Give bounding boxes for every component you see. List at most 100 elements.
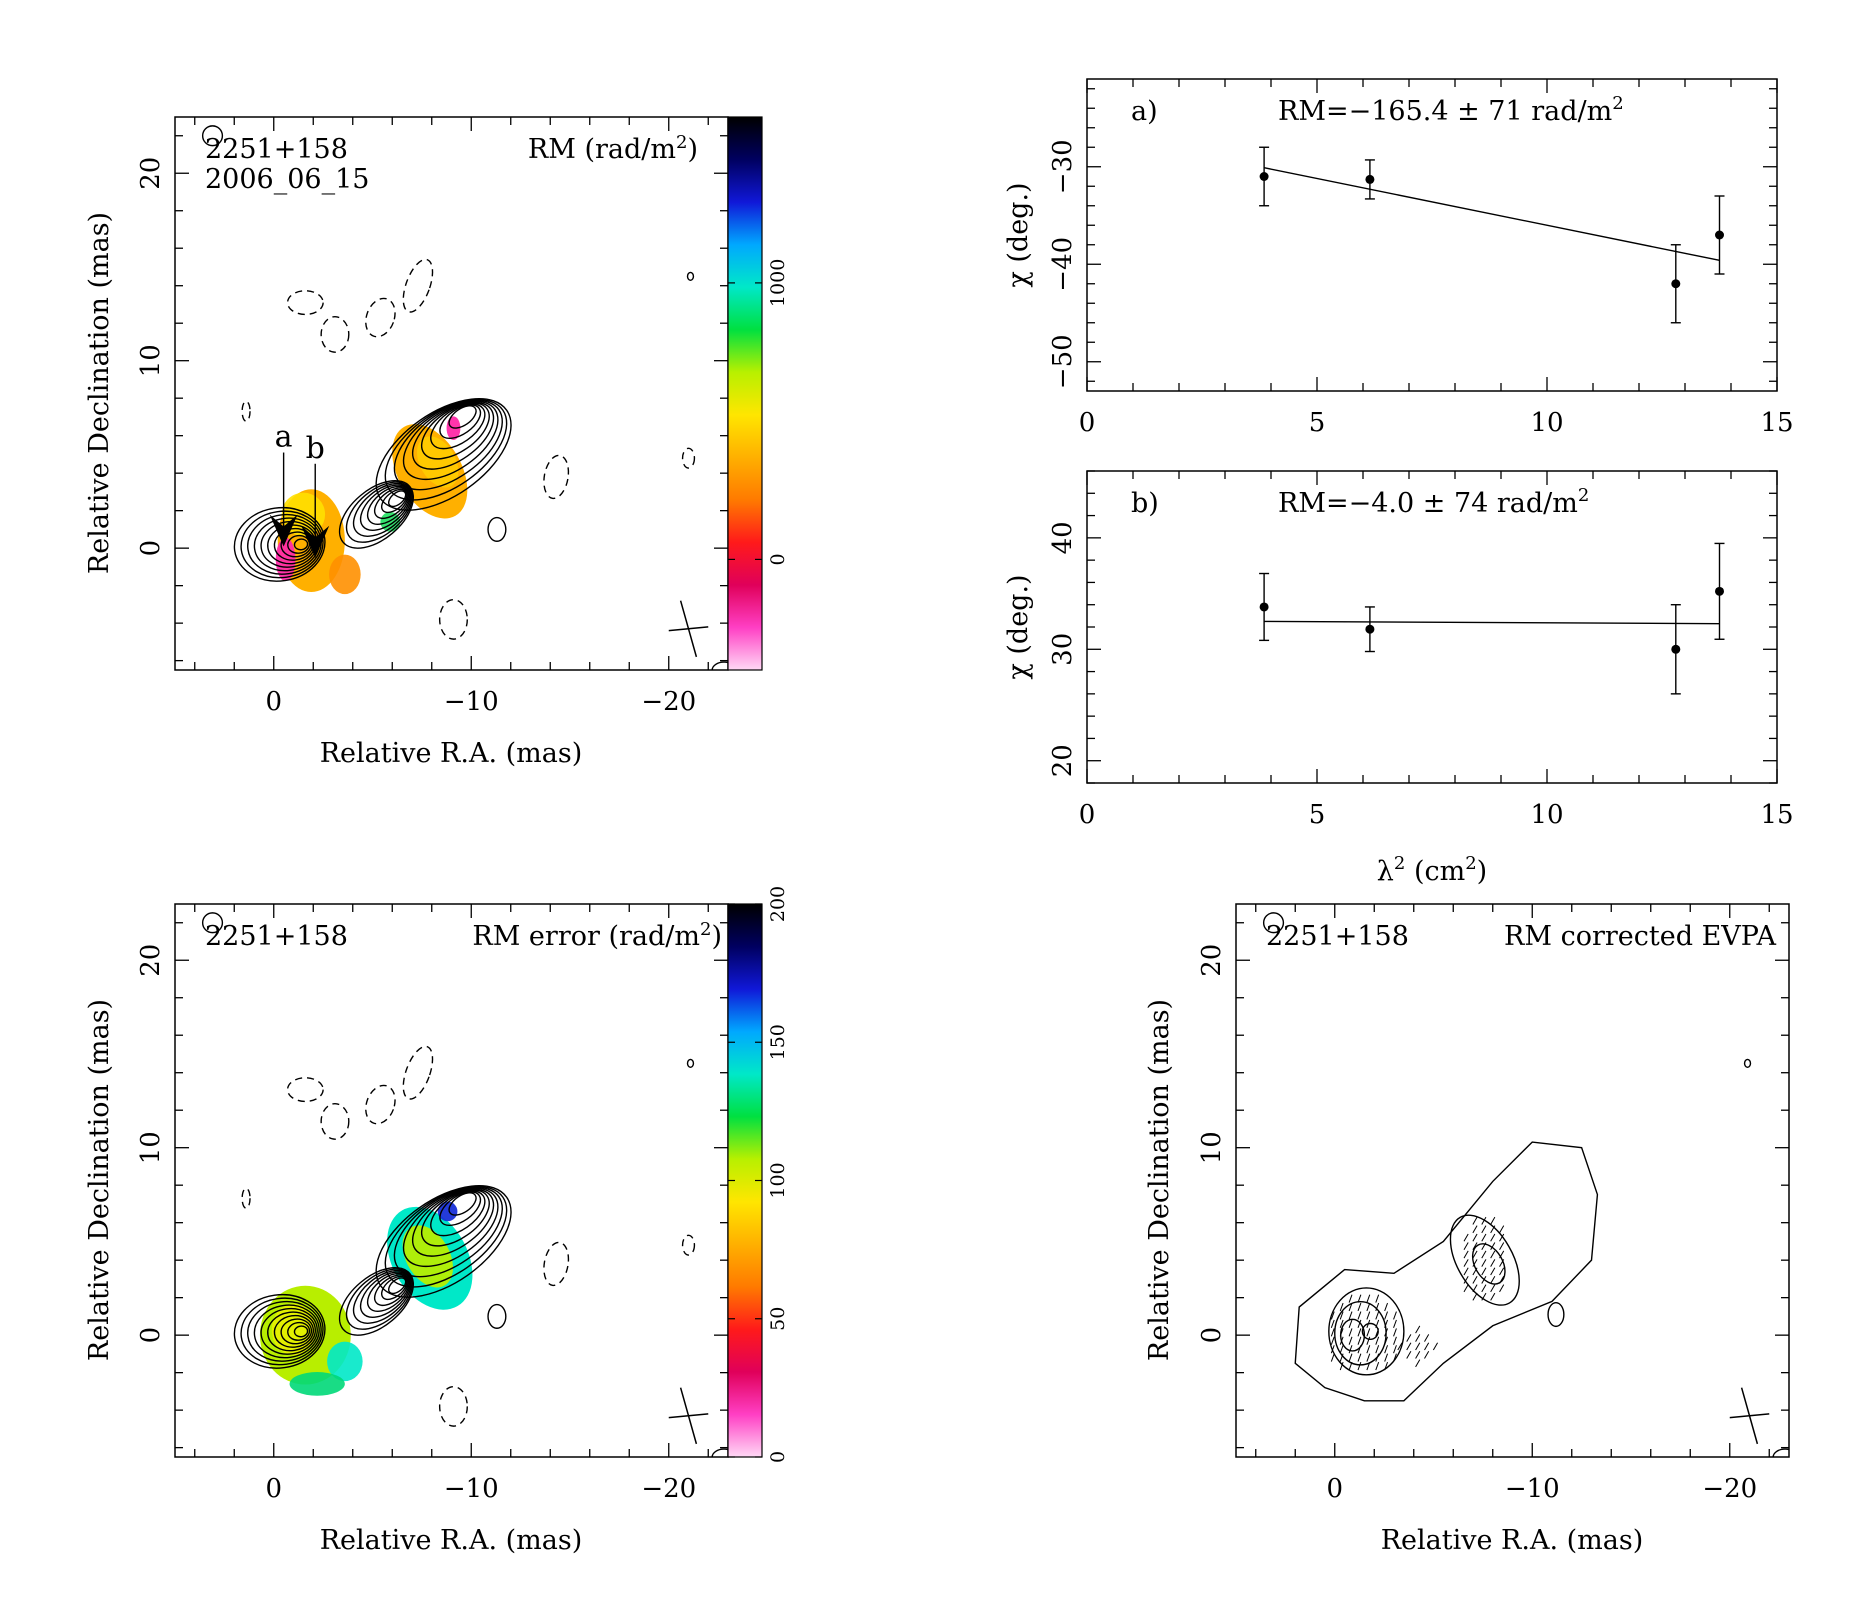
evpa-vector <box>1348 1302 1353 1312</box>
evpa-vector <box>1375 1311 1380 1320</box>
fit-line <box>1264 620 1720 625</box>
evpa-vector <box>1384 1345 1389 1354</box>
marker-arrow <box>301 525 330 558</box>
jet-contour <box>402 400 499 481</box>
evpa-vector <box>1366 1353 1371 1362</box>
evpa-vector <box>1384 1353 1389 1362</box>
evpa-vector <box>1357 1294 1362 1303</box>
evpa-vector <box>1375 1336 1380 1345</box>
evpa-vector <box>1375 1319 1380 1329</box>
rm-date-label: 2006_06_15 <box>205 164 369 195</box>
core-contour <box>273 1314 315 1348</box>
total-intensity-contours <box>201 912 728 1457</box>
evpa-vector <box>1490 1284 1496 1293</box>
evpa-vector <box>1339 1328 1344 1337</box>
evpa-vector <box>1330 1353 1335 1362</box>
colorbar-tick-label: 1000 <box>767 259 789 307</box>
data-point <box>1671 644 1681 654</box>
negative-contour <box>286 1077 324 1103</box>
total-intensity-contours <box>201 125 728 670</box>
evpa-vector <box>1375 1328 1380 1337</box>
negative-contour <box>438 598 468 640</box>
data-point <box>1365 624 1375 634</box>
beam-cross <box>668 1413 709 1419</box>
data-point <box>1259 172 1269 181</box>
evpa-vector <box>1348 1319 1353 1329</box>
y-tick-label: 20 <box>136 944 166 977</box>
evpa-vector <box>1472 1250 1478 1259</box>
evpa-vector <box>1357 1311 1362 1320</box>
evpa-vector <box>1406 1342 1412 1351</box>
evpa-quantity-label: RM corrected EVPA <box>1504 921 1776 952</box>
rm-map-panel: 0 −10 −20 0 10 20 0 1000 2251+158 2006_06_15 R… <box>84 116 789 769</box>
rm-map-axes: 0 −10 −20 0 10 20 <box>136 117 728 717</box>
data-point <box>1365 174 1375 184</box>
evpa-vector <box>1490 1292 1496 1301</box>
evpa-core-contour <box>1328 1287 1405 1376</box>
data-point <box>1671 279 1681 289</box>
evpa-vector <box>1366 1294 1371 1303</box>
evpa-axes: 0 −10 −20 0 10 20 <box>1197 904 1789 1504</box>
negative-contour <box>402 258 434 313</box>
err-xlabel: Relative R.A. (mas) <box>320 1525 583 1556</box>
x-tick-label: 0 <box>1079 800 1096 830</box>
evpa-vector <box>1366 1361 1371 1371</box>
fit-line <box>1263 167 1720 262</box>
evpa-vector <box>1375 1353 1380 1362</box>
evpa-vector <box>1406 1334 1412 1342</box>
err-jet-edge <box>437 1201 458 1222</box>
fit-a-marks <box>1259 146 1725 324</box>
evpa-vector <box>1339 1302 1344 1312</box>
evpa-vector <box>1499 1250 1505 1259</box>
bridge-contour <box>380 1275 408 1301</box>
x-tick-label: 0 <box>1326 1474 1343 1504</box>
jet-contour <box>421 1189 490 1247</box>
x-tick-label: 0 <box>1079 408 1096 438</box>
jet-contour <box>439 1191 482 1227</box>
evpa-vector <box>1472 1267 1478 1276</box>
y-tick-label: 30 <box>1048 633 1078 666</box>
evpa-vector <box>1481 1292 1487 1301</box>
evpa-vector <box>1375 1361 1380 1371</box>
evpa-vector <box>1499 1275 1505 1284</box>
fit-a-label: a) <box>1131 96 1158 127</box>
evpa-vector <box>1481 1259 1487 1267</box>
fit-b-ylabel: χ (deg.) <box>1003 574 1034 679</box>
core-contour <box>247 1300 322 1362</box>
evpa-vector <box>1472 1284 1478 1293</box>
evpa-vector <box>1375 1294 1380 1303</box>
evpa-vector <box>1499 1267 1505 1276</box>
evpa-vector <box>1499 1225 1505 1234</box>
evpa-vector <box>1366 1336 1371 1345</box>
evpa-vector <box>1393 1353 1397 1362</box>
rm-map-frame <box>174 116 729 671</box>
x-tick-label: −20 <box>641 687 696 717</box>
beam-cross <box>668 626 709 632</box>
bridge-contour <box>366 485 410 526</box>
evpa-vector <box>1432 1342 1439 1351</box>
fit-a-ylabel: χ (deg.) <box>1003 182 1034 287</box>
evpa-vector <box>1366 1328 1371 1337</box>
edge-contour <box>1262 912 1285 934</box>
evpa-vector <box>1330 1336 1335 1345</box>
x-tick-label: 5 <box>1309 408 1326 438</box>
jet-contour <box>430 1190 486 1237</box>
evpa-vector <box>1366 1311 1371 1320</box>
jet-contour <box>384 398 508 501</box>
x-tick-label: 10 <box>1530 800 1563 830</box>
evpa-vector <box>1384 1319 1389 1329</box>
bridge-contour <box>373 1274 409 1307</box>
jet-contour <box>448 405 477 429</box>
evpa-vector <box>1357 1319 1362 1329</box>
jet-contour <box>439 404 482 440</box>
evpa-vector <box>1481 1233 1487 1242</box>
y-tick-label: −50 <box>1048 334 1078 389</box>
evpa-vector <box>1393 1311 1397 1320</box>
beam-cross <box>1729 1413 1770 1419</box>
negative-contour <box>241 1187 251 1209</box>
y-tick-label: 20 <box>1197 944 1227 977</box>
colorbar-tick-label: 150 <box>767 1024 789 1060</box>
err-ylabel: Relative Declination (mas) <box>84 999 115 1361</box>
marker-arrow <box>269 514 298 547</box>
